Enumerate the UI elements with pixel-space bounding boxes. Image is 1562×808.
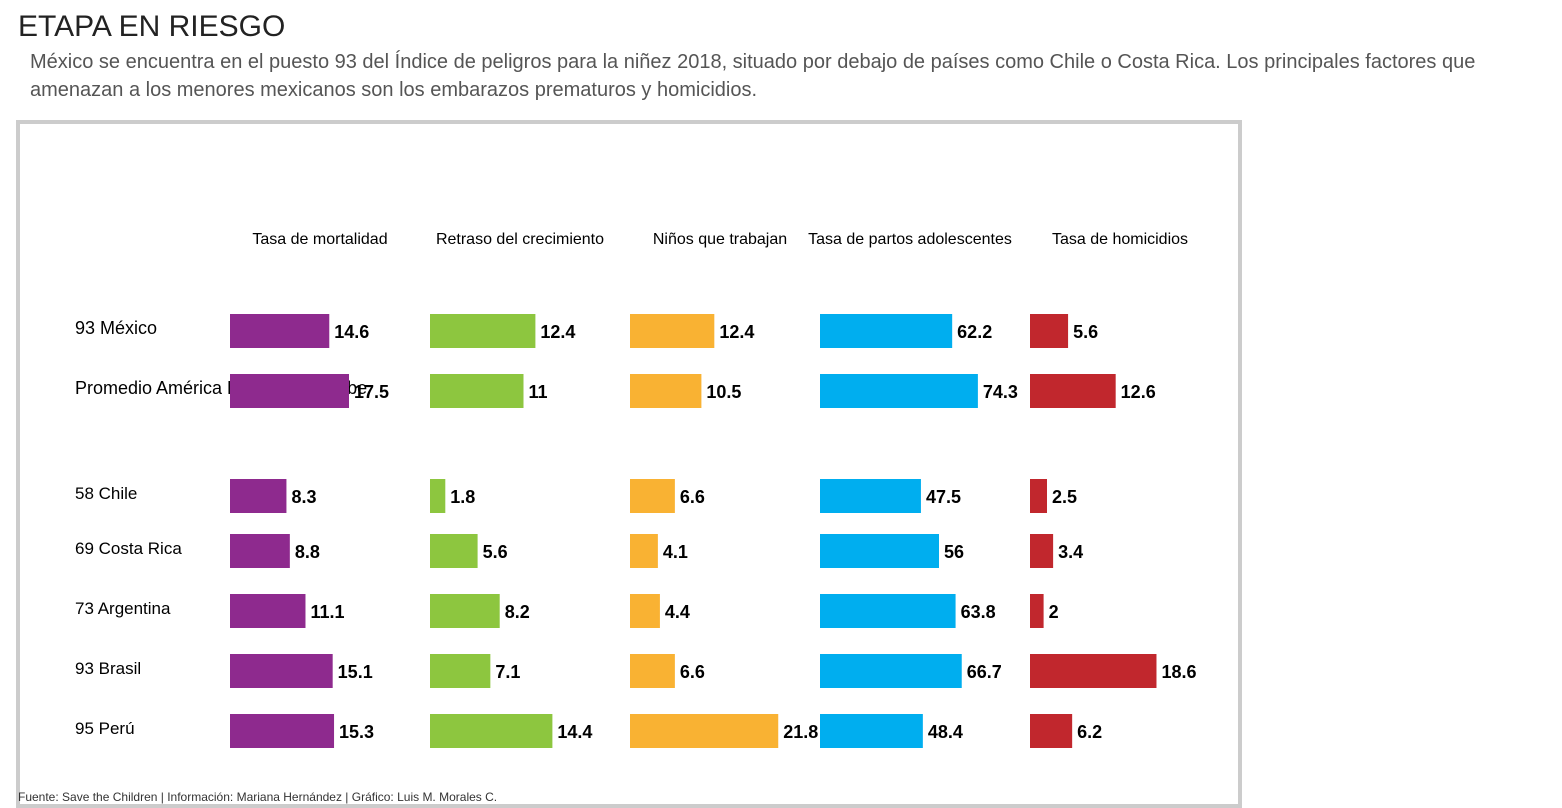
title: ETAPA EN RIESGO — [18, 10, 286, 43]
bar-5-2 — [630, 654, 675, 688]
lbl-2-1: 1.8 — [450, 487, 475, 507]
lbl-5-2: 6.6 — [680, 662, 705, 682]
chart: Tasa de mortalidad Retraso del crecimient… — [75, 231, 1197, 748]
lbl-2-3: 47.5 — [926, 487, 961, 507]
bar-4-0 — [230, 594, 306, 628]
bar-4-2 — [630, 594, 660, 628]
bar-1-3 — [820, 374, 978, 408]
frame — [16, 120, 1242, 808]
bar-3-1 — [430, 534, 478, 568]
bar-5-4 — [1030, 654, 1157, 688]
bar-0-0 — [230, 314, 330, 348]
col-3: Tasa de partos adolescentes — [808, 231, 1012, 248]
bar-6-4 — [1030, 714, 1073, 748]
lbl-0-3: 62.2 — [957, 322, 992, 342]
row-0: 93 México — [75, 318, 157, 338]
lbl-1-0: 17.5 — [354, 382, 389, 402]
lbl-3-2: 4.1 — [663, 542, 688, 562]
lbl-3-4: 3.4 — [1058, 542, 1083, 562]
bar-2-3 — [820, 479, 921, 513]
bar-5-0 — [230, 654, 333, 688]
bar-1-2 — [630, 374, 702, 408]
source: Fuente: Save the Children | Información:… — [18, 790, 498, 804]
lbl-4-3: 63.8 — [961, 602, 996, 622]
bar-3-4 — [1030, 534, 1054, 568]
bar-0-3 — [820, 314, 953, 348]
bar-0-2 — [630, 314, 715, 348]
bar-3-2 — [630, 534, 658, 568]
lbl-0-0: 14.6 — [334, 322, 369, 342]
bar-3-3 — [820, 534, 939, 568]
lbl-0-1: 12.4 — [540, 322, 575, 342]
bar-5-1 — [430, 654, 491, 688]
lbl-6-1: 14.4 — [557, 722, 592, 742]
bar-0-1 — [430, 314, 536, 348]
col-0: Tasa de mortalidad — [252, 231, 387, 248]
lbl-3-0: 8.8 — [295, 542, 320, 562]
bar-3-0 — [230, 534, 290, 568]
bar-2-0 — [230, 479, 287, 513]
row-3: 69 Costa Rica — [75, 539, 182, 558]
lbl-6-2: 21.8 — [783, 722, 818, 742]
lbl-1-3: 74.3 — [983, 382, 1018, 402]
lbl-2-0: 8.3 — [291, 487, 316, 507]
lbl-4-1: 8.2 — [505, 602, 530, 622]
bar-4-3 — [820, 594, 956, 628]
col-1: Retraso del crecimiento — [436, 231, 604, 248]
lbl-5-1: 7.1 — [495, 662, 520, 682]
lbl-6-0: 15.3 — [339, 722, 374, 742]
lbl-1-1: 11 — [529, 382, 548, 402]
bar-6-3 — [820, 714, 923, 748]
col-4: Tasa de homicidios — [1052, 231, 1188, 248]
lbl-5-3: 66.7 — [967, 662, 1002, 682]
lbl-3-1: 5.6 — [483, 542, 508, 562]
bar-4-4 — [1030, 594, 1044, 628]
row-5: 93 Brasil — [75, 659, 141, 678]
bar-2-2 — [630, 479, 675, 513]
lbl-4-2: 4.4 — [665, 602, 690, 622]
lbl-4-4: 2 — [1049, 602, 1059, 622]
bar-1-1 — [430, 374, 524, 408]
col-2: Niños que trabajan — [653, 231, 787, 248]
row-4: 73 Argentina — [75, 599, 171, 618]
bar-6-0 — [230, 714, 335, 748]
lbl-5-0: 15.1 — [338, 662, 373, 682]
bar-5-3 — [820, 654, 962, 688]
lbl-3-3: 56 — [944, 542, 964, 562]
lbl-5-4: 18.6 — [1161, 662, 1196, 682]
lbl-1-4: 12.6 — [1121, 382, 1156, 402]
bar-1-0 — [230, 374, 349, 408]
bar-2-1 — [430, 479, 446, 513]
bar-0-4 — [1030, 314, 1069, 348]
bar-4-1 — [430, 594, 500, 628]
lbl-6-4: 6.2 — [1077, 722, 1102, 742]
bar-6-2 — [630, 714, 779, 748]
lbl-4-0: 11.1 — [310, 602, 344, 622]
lbl-2-2: 6.6 — [680, 487, 705, 507]
lbl-1-2: 10.5 — [706, 382, 741, 402]
bar-6-1 — [430, 714, 553, 748]
row-6: 95 Perú — [75, 719, 135, 738]
lbl-0-2: 12.4 — [719, 322, 754, 342]
lbl-2-4: 2.5 — [1052, 487, 1077, 507]
lbl-6-3: 48.4 — [928, 722, 963, 742]
bar-1-4 — [1030, 374, 1116, 408]
subtitle: México se encuentra en el puesto 93 del … — [30, 51, 1476, 101]
bar-2-4 — [1030, 479, 1047, 513]
lbl-0-4: 5.6 — [1073, 322, 1098, 342]
row-2: 58 Chile — [75, 484, 137, 503]
